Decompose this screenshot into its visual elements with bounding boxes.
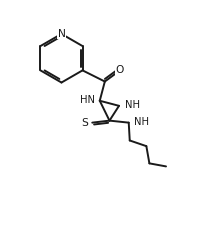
Text: S: S bbox=[81, 118, 88, 128]
Text: HN: HN bbox=[80, 95, 95, 105]
Text: O: O bbox=[116, 65, 124, 75]
Text: NH: NH bbox=[134, 117, 149, 127]
Text: NH: NH bbox=[125, 100, 140, 110]
Text: N: N bbox=[58, 29, 65, 39]
